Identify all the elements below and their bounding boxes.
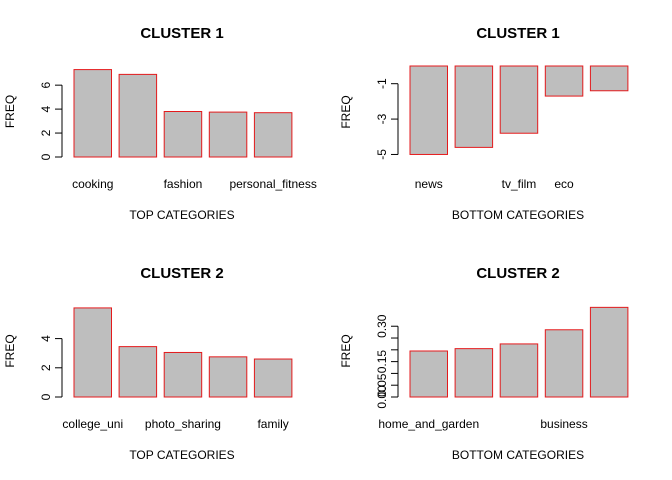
y-axis-label: FREQ — [339, 95, 353, 128]
bar — [208, 356, 248, 398]
chart-panel-2: CLUSTER 1 FREQ BOTTOM CATEGORIES -5 -3 -1 news… — [339, 25, 629, 222]
y-tick-label: 0.00 — [375, 385, 389, 409]
y-tick-label: 0.15 — [375, 350, 389, 374]
y-tick-label: 0 — [39, 153, 53, 160]
category-label: college_uni — [62, 417, 123, 431]
bar — [73, 307, 112, 398]
x-axis-label: BOTTOM CATEGORIES — [452, 448, 584, 462]
category-label: photo_sharing — [145, 417, 221, 431]
bar — [409, 65, 448, 155]
x-axis-label: BOTTOM CATEGORIES — [452, 208, 584, 222]
y-tick-label: 2 — [39, 364, 53, 371]
chart-title: CLUSTER 2 — [140, 265, 223, 282]
y-tick-label: -3 — [375, 113, 389, 124]
bar — [589, 65, 629, 92]
category-label: personal_fitness — [229, 177, 316, 191]
y-tick-label: 0.05 — [375, 373, 389, 397]
bar — [499, 343, 539, 398]
y-tick-label: 2 — [39, 129, 53, 136]
category-label: home_and_garden — [378, 417, 479, 431]
bar — [499, 65, 539, 134]
chart-panel-3: CLUSTER 2 FREQ TOP CATEGORIES 0 2 4 college_un… — [3, 265, 293, 462]
bar — [589, 306, 629, 398]
bar — [73, 69, 112, 158]
bar — [163, 111, 203, 158]
chart-title: CLUSTER 1 — [476, 25, 559, 42]
chart-panel-1: CLUSTER 1 FREQ TOP CATEGORIES 0 2 4 6 cooking fa… — [3, 25, 317, 222]
y-axis-label: FREQ — [3, 95, 17, 128]
y-tick-label: 4 — [39, 105, 53, 112]
x-axis-label: TOP CATEGORIES — [129, 208, 234, 222]
bar — [544, 65, 584, 97]
category-label: family — [257, 417, 288, 431]
y-tick-label: 0 — [39, 393, 53, 400]
category-label: tv_film — [502, 177, 537, 191]
y-axis-label: FREQ — [339, 334, 353, 367]
category-label: fashion — [164, 177, 203, 191]
bar — [118, 73, 158, 158]
category-label: eco — [554, 177, 574, 191]
bar — [409, 350, 448, 398]
chart-title: CLUSTER 1 — [140, 25, 223, 42]
category-label: cooking — [72, 177, 113, 191]
bar — [118, 346, 158, 398]
y-tick-label: -1 — [375, 78, 389, 89]
y-axis-label: FREQ — [3, 334, 17, 367]
category-label: news — [415, 177, 443, 191]
bar — [163, 351, 203, 398]
bar — [454, 65, 494, 148]
category-label: business — [540, 417, 587, 431]
x-axis-label: TOP CATEGORIES — [129, 448, 234, 462]
bar — [454, 348, 494, 398]
bar — [544, 329, 584, 398]
y-tick-label: 0.30 — [375, 314, 389, 338]
bar — [253, 358, 293, 398]
bar — [208, 111, 248, 158]
y-tick-label: 6 — [39, 82, 53, 89]
bar — [253, 112, 293, 158]
y-tick-label: -5 — [375, 149, 389, 160]
chart-title: CLUSTER 2 — [476, 265, 559, 282]
y-tick-label: 4 — [39, 335, 53, 342]
